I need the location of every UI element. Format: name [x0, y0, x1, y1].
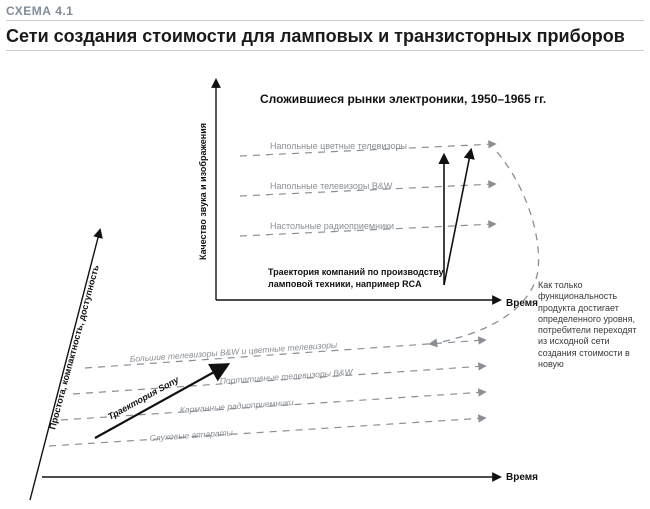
migration-arrow: [430, 152, 539, 344]
sony-trajectory-arrow: Траектория Sony: [95, 366, 225, 438]
upper-y-axis-label: Качество звука и изображения: [198, 123, 208, 260]
lower-y-axis-label: Простота, компактность, доступность: [47, 263, 101, 430]
svg-text:Большие телевизоры B&W и цветн: Большие телевизоры B&W и цветные телевиз…: [129, 339, 338, 364]
svg-text:Слуховые аппараты: Слуховые аппараты: [149, 427, 233, 443]
rca-trajectory-arrow: [444, 150, 471, 285]
svg-text:Настольные радиоприемники: Настольные радиоприемники: [270, 221, 394, 231]
lower-dashed-lines: [49, 340, 485, 446]
svg-text:Карманные радиоприемники: Карманные радиоприемники: [179, 397, 294, 415]
rca-trajectory-caption: Траектория компаний по производству ламп…: [268, 267, 444, 289]
svg-text:ламповой техники, например RCA: ламповой техники, например RCA: [268, 279, 422, 289]
diagram-page: СХЕМА 4.1 Сети создания стоимости для ла…: [0, 0, 650, 509]
upper-line-labels: Напольные цветные телевизоры Напольные т…: [270, 141, 407, 231]
diagram-svg: Качество звука и изображения Напольные ц…: [0, 0, 650, 509]
svg-text:Портативные телевизоры B&W: Портативные телевизоры B&W: [219, 367, 353, 386]
svg-text:Напольные телевизоры B&W: Напольные телевизоры B&W: [270, 181, 393, 191]
svg-text:Напольные цветные телевизоры: Напольные цветные телевизоры: [270, 141, 407, 151]
svg-text:Траектория компаний по произво: Траектория компаний по производству: [268, 267, 444, 277]
